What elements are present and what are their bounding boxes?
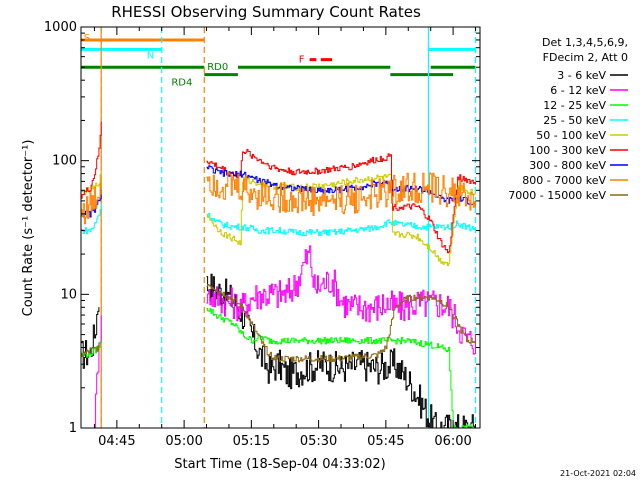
- y-tick-label: 1: [69, 421, 77, 436]
- x-tick-label: 05:15: [233, 434, 270, 449]
- x-tick-label: 05:30: [300, 434, 337, 449]
- series-100-300-kev-pre: [81, 121, 102, 199]
- flag-labels: S N RD0 RD4 F: [84, 33, 305, 89]
- flag-label-f: F: [299, 55, 305, 66]
- footer-timestamp: 21-Oct-2021 02:04: [560, 469, 636, 478]
- x-axis-label: Start Time (18-Sep-04 04:33:02): [174, 457, 385, 472]
- series-50-100-kev: [206, 173, 476, 267]
- legend-label-6-12-kev: 6 - 12 keV: [550, 84, 606, 97]
- x-tick-label: 04:45: [98, 434, 135, 449]
- x-tick-label: 05:45: [367, 434, 404, 449]
- legend-label-7000-15000-kev: 7000 - 15000 keV: [508, 189, 606, 202]
- series-800-7000-kev-pre: [81, 182, 102, 225]
- series-7000-15000-kev: [206, 284, 476, 363]
- x-axis-ticks: 04:45 05:00 05:15 05:30 05:45 06:00: [93, 27, 477, 449]
- legend-label-12-25-kev: 12 - 25 keV: [543, 99, 606, 112]
- legend-label-300-800-kev: 300 - 800 keV: [529, 159, 606, 172]
- series-300-800-kev: [206, 165, 476, 205]
- flag-label-rd4: RD4: [171, 78, 192, 89]
- x-tick-label: 06:00: [434, 434, 471, 449]
- series-3-6-kev: [206, 273, 476, 429]
- series-lines: [81, 121, 476, 429]
- flag-label-rd0: RD0: [207, 62, 228, 73]
- series-100-300-kev: [206, 148, 476, 254]
- flag-label-n: N: [147, 50, 154, 61]
- y-tick-label: 100: [52, 154, 77, 169]
- legend-header: FDecim 2, Att 0: [543, 51, 628, 64]
- series-7000-15000-kev-pre: [81, 345, 100, 357]
- series-3-6-kev-pre: [81, 307, 100, 369]
- attenuator-lines: [100, 27, 477, 428]
- legend-label-50-100-kev: 50 - 100 keV: [536, 129, 606, 142]
- legend-label-800-7000-kev: 800 - 7000 keV: [522, 174, 606, 187]
- legend: Det 1,3,4,5,6,9, FDecim 2, Att 0 3 - 6 keV…: [508, 36, 628, 202]
- chart-title: RHESSI Observing Summary Count Rates: [111, 3, 421, 21]
- series-25-50-kev-pre: [81, 203, 102, 235]
- legend-label-25-50-kev: 25 - 50 keV: [543, 114, 606, 127]
- plot-frame: [80, 26, 481, 429]
- y-tick-label: 1000: [44, 20, 77, 35]
- flag-bars: [81, 38, 476, 77]
- flag-label-s: S: [84, 33, 90, 44]
- series-6-12-kev-pre: [94, 315, 102, 429]
- y-axis-ticks: 1 10 100 1000: [44, 20, 480, 436]
- series-12-25-kev: [206, 307, 476, 429]
- legend-label-3-6-kev: 3 - 6 keV: [557, 69, 606, 82]
- x-tick-label: 05:00: [165, 434, 202, 449]
- series-25-50-kev: [206, 212, 476, 237]
- y-tick-label: 10: [60, 287, 77, 302]
- legend-header: Det 1,3,4,5,6,9,: [542, 36, 628, 49]
- series-800-7000-kev: [206, 172, 476, 216]
- y-axis-label: Count Rate (s⁻¹ detector⁻¹): [21, 140, 36, 317]
- legend-label-100-300-kev: 100 - 300 keV: [529, 144, 606, 157]
